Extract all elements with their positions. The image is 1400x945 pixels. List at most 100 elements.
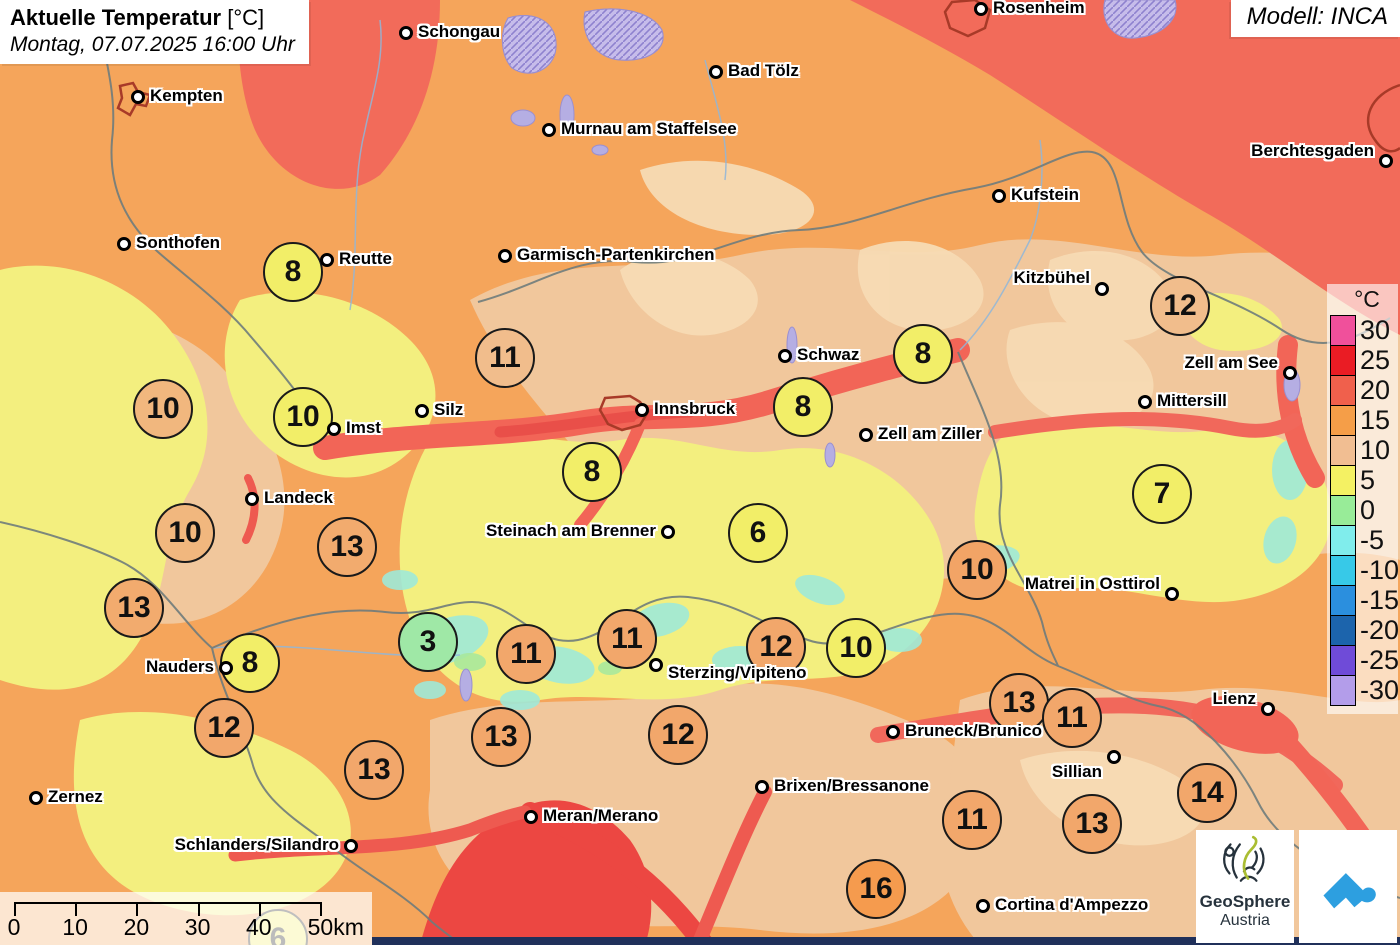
city-label: Zell am See bbox=[1184, 353, 1278, 372]
weather-app-logo-box bbox=[1299, 830, 1397, 943]
legend-swatch bbox=[1330, 315, 1356, 346]
legend-entry: 20 bbox=[1330, 375, 1398, 406]
map-title-unit: [°C] bbox=[227, 5, 265, 30]
city-label: Steinach am Brenner bbox=[485, 521, 656, 540]
temperature-marker: 16 bbox=[846, 859, 906, 919]
city-label: Garmisch-Partenkirchen bbox=[517, 245, 715, 264]
city-marker-dot bbox=[344, 839, 358, 853]
legend-swatch bbox=[1330, 615, 1356, 646]
city-marker-dot bbox=[859, 428, 873, 442]
legend-swatch bbox=[1330, 675, 1356, 706]
geosphere-logo-box: GeoSphere Austria bbox=[1196, 830, 1294, 943]
city-marker-dot bbox=[245, 492, 259, 506]
scale-tick-label: 40 bbox=[246, 914, 272, 940]
city-label: Landeck bbox=[264, 488, 333, 507]
city-label: Schwaz bbox=[797, 345, 860, 364]
city-marker-dot bbox=[649, 658, 663, 672]
city-marker-dot bbox=[320, 253, 334, 267]
legend-swatch bbox=[1330, 645, 1356, 676]
scale-tick-label: 0 bbox=[7, 914, 21, 940]
geosphere-wordmark: GeoSphere bbox=[1199, 892, 1291, 911]
legend-label: -30 bbox=[1360, 675, 1400, 705]
city-label: Schlanders/Silandro bbox=[174, 835, 339, 854]
city-label: Sonthofen bbox=[136, 233, 221, 252]
model-label: Modell: INCA bbox=[1230, 0, 1400, 37]
city-label: Kempten bbox=[150, 86, 223, 105]
legend-entry: -30 bbox=[1330, 675, 1400, 706]
temperature-marker: 11 bbox=[597, 609, 657, 669]
city-label: Rosenheim bbox=[993, 0, 1085, 17]
legend-entry: -20 bbox=[1330, 615, 1400, 646]
legend-entry: -5 bbox=[1330, 525, 1398, 556]
scale-bar: 0 10 20 30 40 50km bbox=[0, 892, 372, 945]
city-marker-dot bbox=[1165, 587, 1179, 601]
scale-tick bbox=[197, 902, 200, 916]
temperature-marker: 13 bbox=[317, 517, 377, 577]
temperature-marker: 12 bbox=[648, 705, 708, 765]
scale-tick-label: 20 bbox=[123, 914, 150, 940]
city-marker-dot bbox=[661, 525, 675, 539]
city-marker-dot bbox=[974, 2, 988, 16]
temperature-marker: 8 bbox=[893, 324, 953, 384]
city-label: Innsbruck bbox=[654, 399, 736, 418]
legend-entry: -25 bbox=[1330, 645, 1399, 676]
city-marker-dot bbox=[219, 661, 233, 675]
temperature-marker: 13 bbox=[344, 740, 404, 800]
city-label: Bruneck/Brunico bbox=[905, 721, 1042, 740]
city-marker-dot bbox=[117, 237, 131, 251]
temperature-marker: 11 bbox=[475, 328, 535, 388]
city-marker-dot bbox=[755, 780, 769, 794]
temperature-marker: 11 bbox=[496, 624, 556, 684]
city-marker-dot bbox=[524, 810, 538, 824]
temperature-marker: 10 bbox=[155, 503, 215, 563]
temperature-marker: 13 bbox=[1062, 794, 1122, 854]
legend-label: -20 bbox=[1360, 615, 1400, 645]
temperature-marker: 13 bbox=[989, 673, 1049, 733]
city-label: Schongau bbox=[418, 22, 501, 41]
map-title-text: Aktuelle Temperatur bbox=[10, 5, 222, 30]
bottom-bar bbox=[372, 937, 1400, 945]
city-label: Zell am Ziller bbox=[878, 424, 982, 443]
city-label: Lienz bbox=[1212, 689, 1256, 708]
temperature-marker: 3 bbox=[398, 612, 458, 672]
city-marker-dot bbox=[1283, 366, 1297, 380]
scale-tick bbox=[258, 902, 261, 916]
city-label: Imst bbox=[346, 418, 381, 437]
city-marker-dot bbox=[131, 90, 145, 104]
temperature-marker: 12 bbox=[746, 617, 806, 677]
map-title: Aktuelle Temperatur [°C] bbox=[10, 5, 295, 31]
city-label: Kitzbühel bbox=[1013, 268, 1091, 287]
legend-label: -5 bbox=[1360, 525, 1385, 555]
legend-swatch bbox=[1330, 555, 1356, 586]
temperature-marker: 13 bbox=[471, 707, 531, 767]
temperature-marker: 10 bbox=[947, 540, 1007, 600]
legend-label: -15 bbox=[1360, 585, 1400, 615]
city-marker-dot bbox=[709, 65, 723, 79]
scale-tick-label: 30 bbox=[184, 914, 211, 940]
legend-label: 30 bbox=[1360, 315, 1391, 345]
city-label: Berchtesgaden bbox=[1251, 141, 1374, 160]
geosphere-austria-wordmark: Austria bbox=[1220, 911, 1270, 929]
legend-entry: 10 bbox=[1330, 435, 1398, 466]
city-marker-dot bbox=[1095, 282, 1109, 296]
city-label: Bad Tölz bbox=[728, 61, 799, 80]
legend-entry: 15 bbox=[1330, 405, 1398, 436]
scale-tick bbox=[14, 902, 16, 916]
temperature-marker: 14 bbox=[1177, 763, 1237, 823]
legend-label: 10 bbox=[1360, 435, 1391, 465]
temperature-marker: 11 bbox=[1042, 688, 1102, 748]
legend-unit-label: °C bbox=[1354, 286, 1380, 312]
temperature-marker: 10 bbox=[133, 379, 193, 439]
legend-entry: 30 bbox=[1330, 315, 1398, 346]
temperature-marker: 8 bbox=[773, 377, 833, 437]
city-marker-dot bbox=[1379, 154, 1393, 168]
legend-swatch bbox=[1330, 585, 1356, 616]
city-marker-dot bbox=[1261, 702, 1275, 716]
temperature-marker: 13 bbox=[104, 578, 164, 638]
legend-entry: -10 bbox=[1330, 555, 1399, 586]
city-label: Kufstein bbox=[1011, 185, 1079, 204]
geosphere-contours-logo bbox=[1223, 835, 1265, 882]
city-marker-dot bbox=[976, 899, 990, 913]
blue-mountain-cloud-logo bbox=[1323, 872, 1376, 908]
scale-tick bbox=[75, 902, 78, 916]
